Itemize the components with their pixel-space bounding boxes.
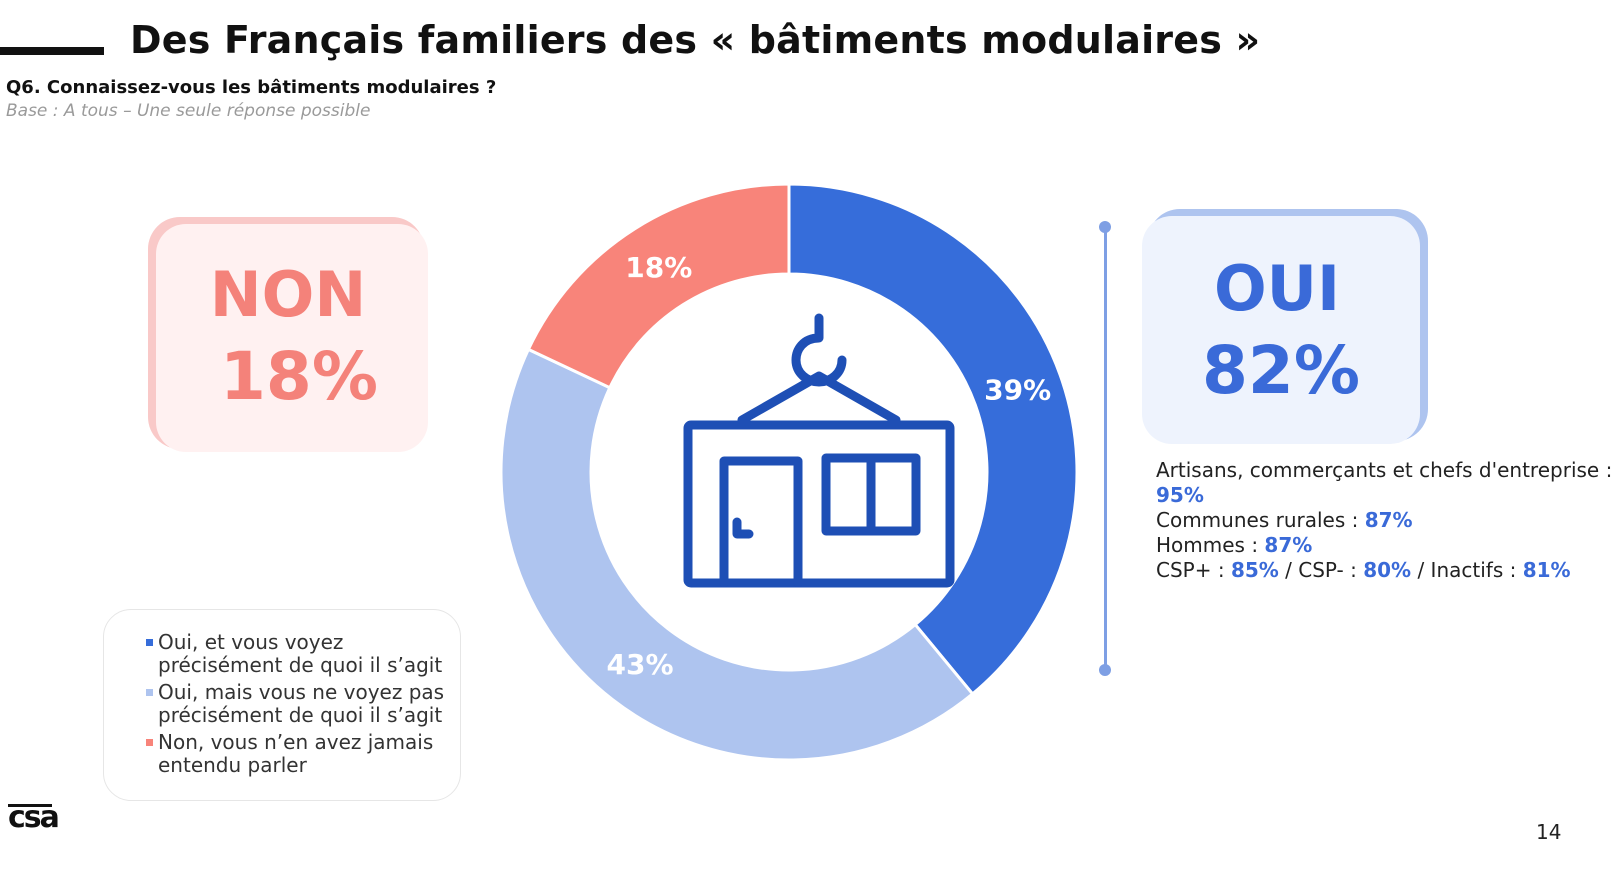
connector-dot-top [1099, 221, 1111, 233]
subgroup-stats: Artisans, commerçants et chefs d'entrepr… [1156, 458, 1620, 583]
modular-building-icon [683, 313, 955, 588]
vertical-connector [1104, 226, 1107, 670]
legend-swatch [146, 689, 153, 696]
question-text: Q6. Connaissez-vous les bâtiments modula… [6, 77, 497, 98]
stat-label: Communes rurales : [1156, 508, 1365, 532]
stat-line: Artisans, commerçants et chefs d'entrepr… [1156, 458, 1620, 508]
title-rule [0, 47, 104, 55]
stat-value: 85% [1230, 558, 1279, 582]
oui-label: OUI [1213, 252, 1341, 325]
legend-swatch [146, 639, 153, 646]
stat-line: Communes rurales : 87% [1156, 508, 1620, 533]
slice-value-label: 18% [625, 251, 692, 284]
stat-label: CSP+ : [1156, 558, 1231, 582]
legend [103, 609, 461, 801]
stat-value: 87% [1264, 533, 1313, 557]
non-label: NON [209, 258, 367, 331]
stat-label: Hommes : [1156, 533, 1265, 557]
donut-slice [526, 182, 791, 390]
legend-swatch [146, 739, 153, 746]
stat-line: Hommes : 87% [1156, 533, 1620, 558]
base-note: Base : A tous – Une seule réponse possib… [6, 101, 371, 121]
slice-value-label: 43% [607, 648, 674, 681]
legend-label: Oui, mais vous ne voyez pas précisément … [158, 680, 445, 727]
non-value: 18% [220, 338, 378, 415]
page-number: 14 [1536, 820, 1562, 844]
oui-value: 82% [1202, 332, 1360, 409]
page-title: Des Français familiers des « bâtiments m… [130, 18, 1261, 62]
stat-label: Artisans, commerçants et chefs d'entrepr… [1156, 458, 1613, 482]
stat-value: 80% [1363, 558, 1412, 582]
stat-label: / Inactifs : [1411, 558, 1523, 582]
connector-dot-bottom [1099, 664, 1111, 676]
stat-label: / CSP- : [1278, 558, 1364, 582]
legend-label: Oui, et vous voyez précisément de quoi i… [158, 630, 443, 677]
stat-value: 81% [1522, 558, 1571, 582]
non-card [156, 224, 428, 452]
donut-slice [499, 347, 975, 762]
legend-label: Non, vous n’en avez jamais entendu parle… [158, 730, 434, 777]
csa-logo: csa [8, 800, 60, 835]
stat-line: CSP+ : 85% / CSP- : 80% / Inactifs : 81% [1156, 558, 1620, 583]
stat-value: 95% [1156, 483, 1204, 507]
slice-value-label: 39% [984, 374, 1051, 407]
stat-value: 87% [1364, 508, 1413, 532]
donut-slice [787, 182, 1079, 697]
oui-card [1142, 216, 1420, 444]
